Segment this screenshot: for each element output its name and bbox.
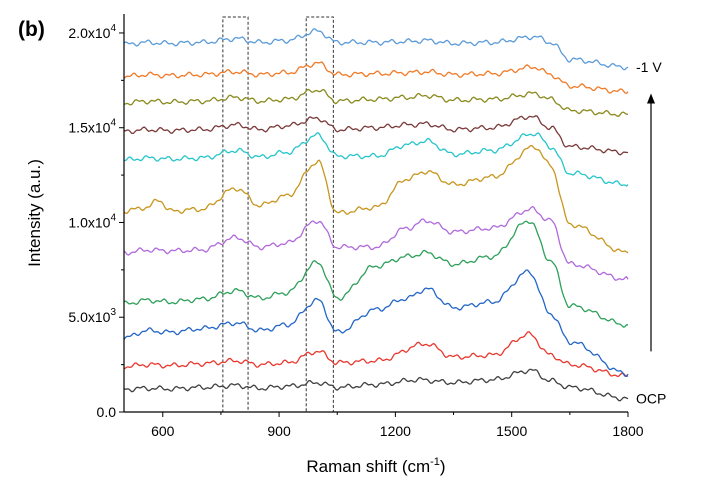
y-tick-exp: 4 — [110, 23, 116, 34]
y-tick-label: 1.5x104 — [68, 118, 116, 136]
y-tick-label: 5.0x103 — [68, 307, 116, 325]
y-tick-base: 1.0x10 — [68, 214, 110, 230]
highlight-regions — [222, 16, 334, 413]
x-axis-label: Raman shift (cm-1) — [306, 456, 445, 476]
highlight-region-box — [305, 16, 334, 413]
x-tick-label: 1200 — [380, 423, 411, 439]
x-axis-label-text: Raman shift (cm — [306, 457, 430, 476]
y-tick-label: 0.0 — [97, 404, 117, 420]
annotation-ocp: OCP — [636, 391, 666, 407]
series-lines — [123, 28, 629, 402]
panel-label: (b) — [18, 18, 45, 41]
y-tick-label: 1.0x104 — [68, 212, 116, 230]
spectrum-line — [123, 144, 629, 254]
spectrum-line — [123, 61, 629, 94]
y-tick-base: 5.0x10 — [68, 309, 110, 325]
spectrum-line — [123, 220, 628, 328]
y-tick-exp: 3 — [110, 307, 116, 318]
x-ticks: 600 900 1200 1500 1800 — [151, 412, 644, 439]
x-tick-label: 900 — [267, 423, 291, 439]
y-tick-label: 2.0x104 — [68, 23, 116, 41]
y-axis-label: Intensity (a.u.) — [25, 159, 44, 267]
y-tick-base: 1.5x10 — [68, 120, 110, 136]
y-tick-base: 0.0 — [97, 404, 117, 420]
potential-arrow — [647, 93, 655, 352]
spectrum-line — [123, 205, 629, 281]
spectrum-line — [123, 331, 629, 378]
spectrum-line — [124, 131, 629, 187]
spectrum-line — [123, 269, 629, 377]
x-tick-label: 1800 — [612, 423, 643, 439]
y-tick-exp: 4 — [110, 212, 116, 223]
x-axis-label-sup: -1 — [430, 456, 440, 468]
y-tick-exp: 4 — [110, 118, 116, 129]
spectrum-line — [123, 368, 629, 402]
spectrum-line — [124, 115, 629, 156]
spectrum-line — [123, 28, 629, 71]
annotation-minus-1v: -1 V — [636, 59, 662, 75]
spectrum-line — [123, 88, 629, 117]
x-tick-label: 600 — [151, 423, 175, 439]
x-tick-label: 1500 — [496, 423, 527, 439]
x-axis-label-close: ) — [440, 457, 446, 476]
axes — [123, 14, 628, 413]
arrow-head-icon — [647, 93, 655, 104]
y-tick-base: 2.0x10 — [68, 25, 110, 41]
highlight-region-box — [222, 16, 249, 413]
